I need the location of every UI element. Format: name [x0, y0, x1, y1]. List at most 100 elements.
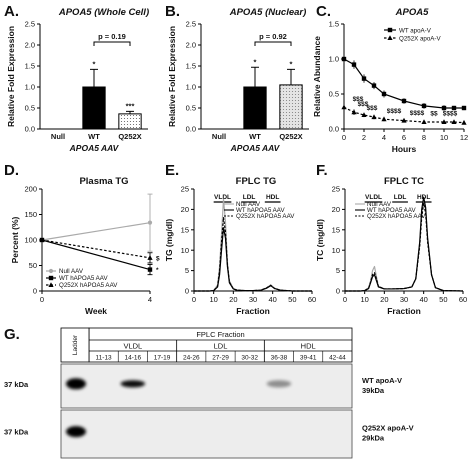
legend-entry: Q252X apoA-V: [399, 35, 441, 42]
data-point: [351, 109, 357, 115]
y-tick-label: 1.5: [186, 62, 196, 71]
legend-marker: [48, 275, 54, 281]
x-tick-label: 10: [440, 133, 448, 142]
significance-mark: $$$: [367, 105, 378, 112]
y-tick-label: 0.5: [329, 90, 339, 99]
x-axis-label: Hours: [392, 144, 417, 154]
fraction-label: 39-41: [300, 355, 317, 362]
fraction-label: 30-32: [241, 355, 258, 362]
x-tick-label: WT: [249, 132, 261, 141]
fraction-label: 17-19: [154, 355, 171, 362]
fraction-label: 11-13: [96, 355, 113, 362]
x-tick-label: Null: [51, 132, 65, 141]
x-tick-label: 60: [459, 295, 467, 304]
x-tick-label: 4: [382, 133, 386, 142]
protein-band: [266, 380, 292, 388]
y-tick-label: 0.5: [25, 104, 35, 113]
fraction-group-label: HDL: [301, 342, 316, 351]
protein-band: [120, 380, 146, 388]
p-value-label: p = 0.92: [259, 32, 287, 41]
series-line-1: [345, 196, 464, 292]
x-tick-label: 50: [439, 295, 447, 304]
kda-marker-label: 37 kDa: [4, 428, 29, 437]
panel-letter-a: A.: [4, 3, 19, 20]
y-tick-label: 0: [336, 287, 340, 296]
data-point: [39, 237, 45, 242]
x-tick-label: Q252X: [118, 132, 141, 141]
significance-mark: *: [254, 57, 257, 66]
significance-mark: $$$$: [410, 110, 425, 117]
data-point: [381, 116, 387, 122]
panel-g-western-blot: Ladder FPLC Fraction VLDL 11-13 14-16 17-19 LD…: [4, 327, 414, 459]
chart-title: APOA5 (Whole Cell): [58, 7, 149, 18]
chart-title: APOA5: [395, 7, 429, 18]
significance-mark: *: [93, 59, 96, 68]
data-point: [371, 114, 377, 120]
panel-letter-c: C.: [316, 3, 331, 20]
x-axis-label: Week: [85, 306, 107, 316]
y-tick-label: 0.0: [186, 125, 196, 134]
legend-entry: Null AAV: [236, 201, 261, 208]
legend-entry: Q252X hAPOA5 AAV: [367, 213, 426, 220]
y-tick-label: 2.5: [25, 20, 35, 29]
panel-letter-g: G.: [4, 326, 20, 343]
ladder-label: Ladder: [72, 334, 79, 355]
y-tick-label: 20: [181, 205, 189, 214]
fraction-label: 27-29: [212, 355, 229, 362]
blot-header: FPLC Fraction: [196, 330, 244, 339]
y-tick-label: 0: [185, 287, 189, 296]
y-tick-label: 10: [332, 246, 340, 255]
bar-q252x: [118, 113, 142, 130]
x-tick-label: 8: [422, 133, 426, 142]
y-tick-label: 1.0: [25, 83, 35, 92]
p-value-bracket: [93, 41, 131, 46]
blot-background: [62, 411, 351, 457]
y-tick-label: 0: [33, 287, 37, 296]
data-point: [147, 255, 153, 260]
blot-row-sublabel: 39kDa: [362, 386, 385, 395]
chart-title: FPLC TG: [236, 176, 277, 187]
y-axis-label: Relative Fold Expression: [6, 26, 16, 127]
significance-mark: *: [290, 59, 293, 68]
panel-b-chart: APOA5 (Nuclear) 0.0 0.5 1.0 1.5 2.0 2.5 Relativ…: [167, 7, 309, 153]
panel-f-chart: 0 5 10 15 20 25 0 10 20 30 40 50 60 Fraction TC (mg/dl…: [315, 176, 467, 316]
chart-title: Plasma TG: [79, 176, 128, 187]
data-point: [351, 62, 357, 67]
y-tick-label: 10: [181, 246, 189, 255]
region-label: VLDL: [214, 194, 231, 201]
x-tick-label: Q252X: [279, 132, 302, 141]
y-tick-label: 2.0: [25, 41, 35, 50]
y-tick-label: 5: [185, 266, 189, 275]
series-line-2: [194, 216, 312, 292]
bar-q252x: [279, 84, 303, 130]
data-point: [381, 91, 387, 97]
bar-wt: [243, 86, 267, 130]
data-point: [441, 105, 447, 111]
data-point: [147, 267, 153, 272]
legend-marker: [48, 268, 54, 274]
legend-entry: Q252X hAPOA5 AAV: [236, 213, 295, 220]
y-tick-label: 20: [332, 205, 340, 214]
data-point: [421, 103, 427, 109]
significance-mark: $$: [430, 111, 438, 118]
legend-entry: Q252X hAPOA5 AAV: [59, 282, 118, 289]
p-value-label: p = 0.19: [98, 32, 126, 41]
x-axis-label: APOA5 AAV: [69, 143, 120, 153]
panel-e-chart: 0 5 10 15 20 25 0 10 20 30 40 50 60 Fraction TG (mg/dl…: [164, 176, 316, 316]
series-line-0: [343, 58, 464, 109]
y-tick-label: 2.0: [186, 41, 196, 50]
blot-row-sublabel: 29kDa: [362, 434, 385, 443]
chart-title: FPLC TC: [384, 176, 424, 187]
x-axis-label: Fraction: [387, 306, 421, 316]
x-tick-label: 2: [362, 133, 366, 142]
x-tick-label: 50: [288, 295, 296, 304]
data-point: [147, 220, 153, 225]
significance-mark: *: [156, 267, 159, 274]
legend-marker: [48, 282, 54, 287]
x-tick-label: WT: [88, 132, 100, 141]
data-point: [421, 119, 427, 124]
region-label: LDL: [394, 194, 407, 201]
data-point: [361, 112, 367, 117]
legend-marker: [387, 35, 393, 40]
